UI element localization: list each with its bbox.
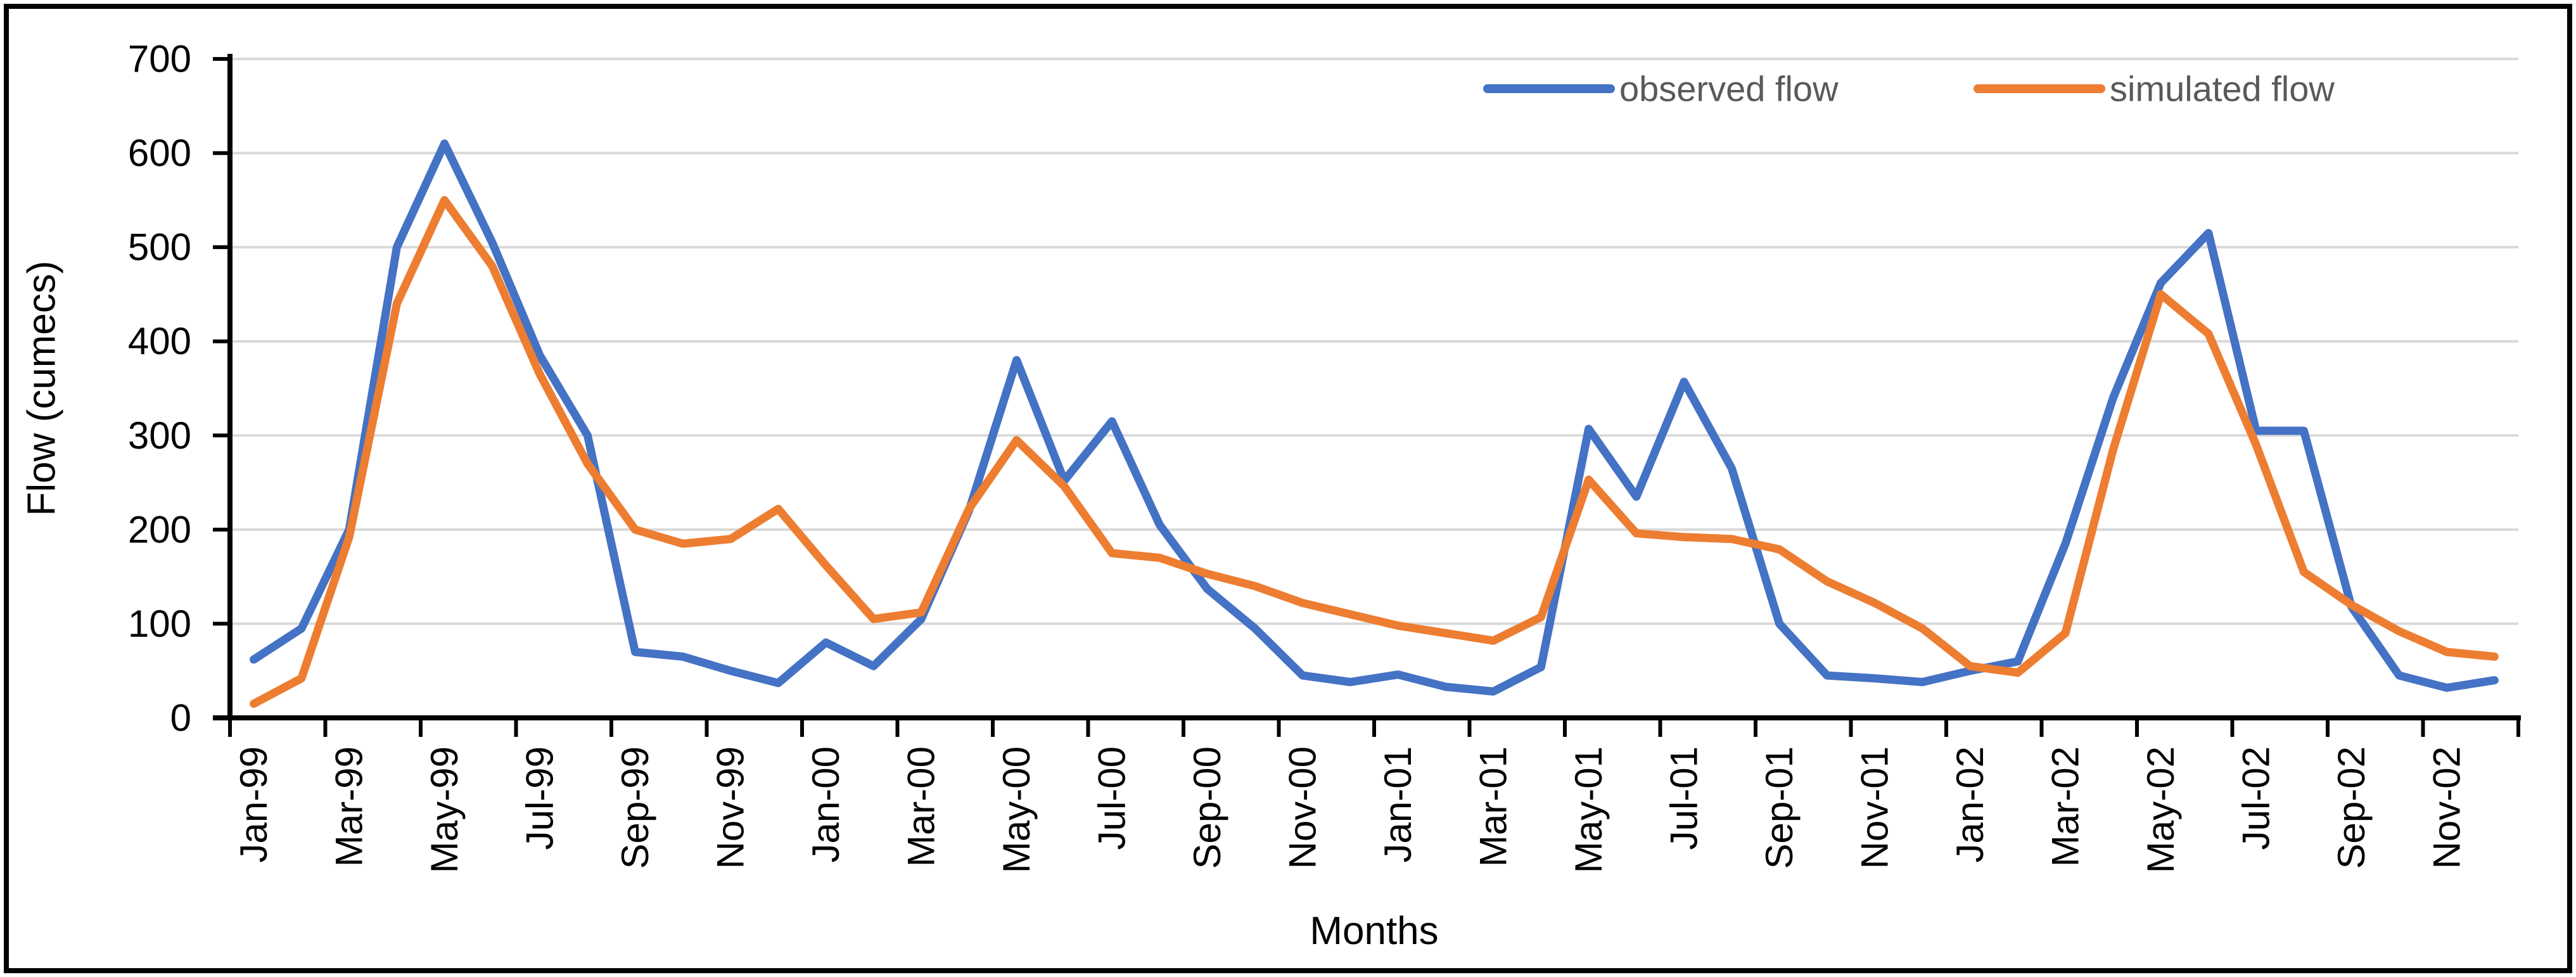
x-axis-tick-labels: Jan-99 Mar-99 May-99 Jul-99 Sep-99 Nov-99 Jan-… xyxy=(233,746,2468,873)
x-tick-label-Nov-01: Nov-01 xyxy=(1854,746,1896,869)
x-tick-label-Sep-00: Sep-00 xyxy=(1186,746,1228,869)
x-axis-title: Months xyxy=(1310,909,1438,953)
x-tick-label-May-99: May-99 xyxy=(423,746,466,873)
y-tick-label-300: 300 xyxy=(128,414,191,457)
x-tick-label-Jan-00: Jan-00 xyxy=(805,746,847,862)
y-tick-label-200: 200 xyxy=(128,508,191,551)
x-tick-label-May-02: May-02 xyxy=(2139,746,2182,873)
x-tick-label-May-01: May-01 xyxy=(1567,746,1610,873)
y-tick-label-600: 600 xyxy=(128,132,191,174)
x-tick-label-Nov-02: Nov-02 xyxy=(2426,746,2468,869)
axes xyxy=(213,54,2521,737)
y-tick-label-700: 700 xyxy=(128,38,191,80)
x-tick-label-Sep-01: Sep-01 xyxy=(1758,746,1801,869)
x-tick-label-Mar-02: Mar-02 xyxy=(2044,746,2087,867)
legend: observed flow simulated flow xyxy=(1483,69,2335,109)
x-tick-label-Jan-02: Jan-02 xyxy=(1949,746,1991,862)
series-line-observed-flow xyxy=(250,139,2499,696)
y-tick-label-100: 100 xyxy=(128,603,191,645)
legend-label-observed-flow: observed flow xyxy=(1619,69,1839,109)
x-tick-label-Sep-02: Sep-02 xyxy=(2330,746,2373,869)
x-tick-label-Jan-01: Jan-01 xyxy=(1377,746,1419,862)
x-tick-label-Nov-99: Nov-99 xyxy=(710,746,752,869)
x-tick-label-Jul-02: Jul-02 xyxy=(2235,746,2278,850)
x-tick-label-Jul-01: Jul-01 xyxy=(1663,746,1706,850)
x-tick-label-Sep-99: Sep-99 xyxy=(614,746,656,869)
series-lines xyxy=(250,139,2499,708)
x-tick-label-Mar-00: Mar-00 xyxy=(900,746,943,867)
y-tick-label-400: 400 xyxy=(128,320,191,362)
series-line-simulated-flow xyxy=(250,196,2499,708)
y-axis-title: Flow (cumecs) xyxy=(20,260,64,516)
y-axis-tick-labels: 0 100 200 300 400 500 600 700 xyxy=(128,38,191,739)
y-tick-label-500: 500 xyxy=(128,226,191,269)
gridlines xyxy=(230,58,2518,625)
x-tick-label-Jul-00: Jul-00 xyxy=(1091,746,1133,850)
legend-label-simulated-flow: simulated flow xyxy=(2110,69,2335,109)
x-tick-label-Jul-99: Jul-99 xyxy=(519,746,561,850)
x-tick-label-Mar-01: Mar-01 xyxy=(1472,746,1515,867)
x-tick-label-Nov-00: Nov-00 xyxy=(1282,746,1324,869)
x-tick-label-May-00: May-00 xyxy=(995,746,1038,873)
x-tick-label-Jan-99: Jan-99 xyxy=(233,746,275,862)
figure-border xyxy=(4,4,2572,973)
y-tick-label-0: 0 xyxy=(170,697,191,739)
x-tick-label-Mar-99: Mar-99 xyxy=(328,746,371,867)
